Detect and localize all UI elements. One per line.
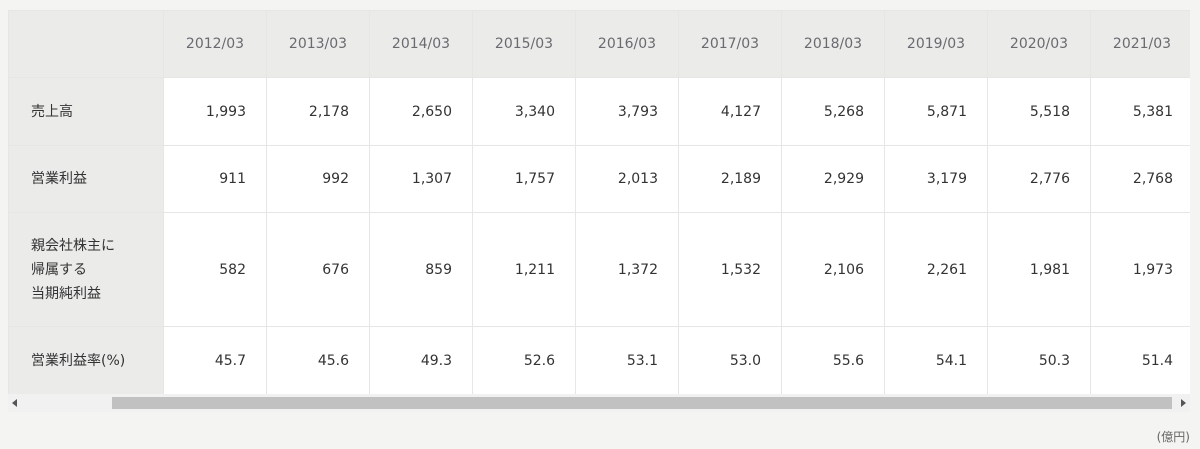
value-cell: 3,340	[472, 77, 576, 146]
column-header: 2019/03	[884, 10, 988, 78]
column-header: 2012/03	[163, 10, 267, 78]
value-cell: 2,650	[369, 77, 473, 146]
value-cell: 53.1	[575, 326, 679, 395]
value-cell: 582	[163, 212, 267, 327]
value-cell: 1,981	[987, 212, 1091, 327]
table-row: 親会社株主に 帰属する 当期純利益 582 676 859 1,211 1,372 1,532 2…	[8, 212, 1190, 327]
value-cell: 2,013	[575, 145, 679, 213]
value-cell: 3,179	[884, 145, 988, 213]
value-cell: 3,793	[575, 77, 679, 146]
row-label-line: 売上高	[31, 103, 73, 120]
value-cell: 4,127	[678, 77, 782, 146]
scroll-left[interactable]	[12, 399, 17, 407]
value-cell: 2,768	[1090, 145, 1190, 213]
column-header: 2020/03	[987, 10, 1091, 78]
value-cell: 1,993	[163, 77, 267, 146]
row-label-line: 当期純利益	[31, 285, 101, 302]
value-cell: 992	[266, 145, 370, 213]
value-cell: 1,757	[472, 145, 576, 213]
corner-cell	[8, 10, 164, 78]
row-label-line: 営業利益	[31, 171, 87, 187]
value-cell: 2,929	[781, 145, 885, 213]
value-cell: 2,776	[987, 145, 1091, 213]
header-row: 2012/03 2013/03 2014/03 2015/03 2016/03 2017/…	[8, 10, 1190, 78]
row-label: 親会社株主に 帰属する当期純利益	[8, 212, 164, 327]
column-header: 2015/03	[472, 10, 576, 78]
value-cell: 5,871	[884, 77, 988, 146]
value-cell: 2,106	[781, 212, 885, 327]
horizontal-scrollbar[interactable]	[8, 394, 1190, 412]
value-cell: 2,261	[884, 212, 988, 327]
column-header: 2017/03	[678, 10, 782, 78]
value-cell: 53.0	[678, 326, 782, 395]
value-cell: 911	[163, 145, 267, 213]
value-cell: 50.3	[987, 326, 1091, 395]
column-header: 2016/03	[575, 10, 679, 78]
column-header: 2021/03	[1090, 10, 1190, 78]
value-cell: 49.3	[369, 326, 473, 395]
value-cell: 1,973	[1090, 212, 1190, 327]
column-header: 2018/03	[781, 10, 885, 78]
row-label-line: 営業利益率(%)	[31, 352, 126, 369]
row-label-line: 帰属する	[31, 261, 87, 278]
value-cell: 1,532	[678, 212, 782, 327]
value-cell: 45.7	[163, 326, 267, 395]
row-label-line: 親会社株主に	[31, 237, 115, 254]
unit-note: (億円)	[1156, 430, 1190, 444]
value-cell: 5,268	[781, 77, 885, 146]
value-cell: 5,518	[987, 77, 1091, 146]
table-scroll-area: 2012/03 2013/03 2014/03 2015/03 2016/03 2017/…	[8, 10, 1190, 412]
value-cell: 859	[369, 212, 473, 327]
table-row: 営業利益率(%) 45.7 45.6 49.3 52.6 53.1 53.0 55.6 54.1…	[8, 326, 1190, 395]
financial-table: 2012/03 2013/03 2014/03 2015/03 2016/03 2017/…	[8, 10, 1190, 395]
table-row: 営業利益 911 992 1,307 1,757 2,013 2,189 2,929 3,179…	[8, 145, 1190, 213]
value-cell: 1,372	[575, 212, 679, 327]
value-cell: 45.6	[266, 326, 370, 395]
value-cell: 54.1	[884, 326, 988, 395]
value-cell: 55.6	[781, 326, 885, 395]
value-cell: 52.6	[472, 326, 576, 395]
table-row: 売上高 1,993 2,178 2,650 3,340 3,793 4,127 5,268 5,…	[8, 77, 1190, 146]
value-cell: 676	[266, 212, 370, 327]
value-cell: 5,381	[1090, 77, 1190, 146]
scroll-thumb[interactable]	[112, 397, 1172, 409]
value-cell: 2,189	[678, 145, 782, 213]
value-cell: 51.4	[1090, 326, 1190, 395]
scroll-right[interactable]	[1181, 399, 1186, 407]
row-label: 営業利益率(%)	[8, 326, 164, 395]
row-label: 営業利益	[8, 145, 164, 213]
value-cell: 2,178	[266, 77, 370, 146]
value-cell: 1,211	[472, 212, 576, 327]
column-header: 2014/03	[369, 10, 473, 78]
column-header: 2013/03	[266, 10, 370, 78]
row-label: 売上高	[8, 77, 164, 146]
value-cell: 1,307	[369, 145, 473, 213]
